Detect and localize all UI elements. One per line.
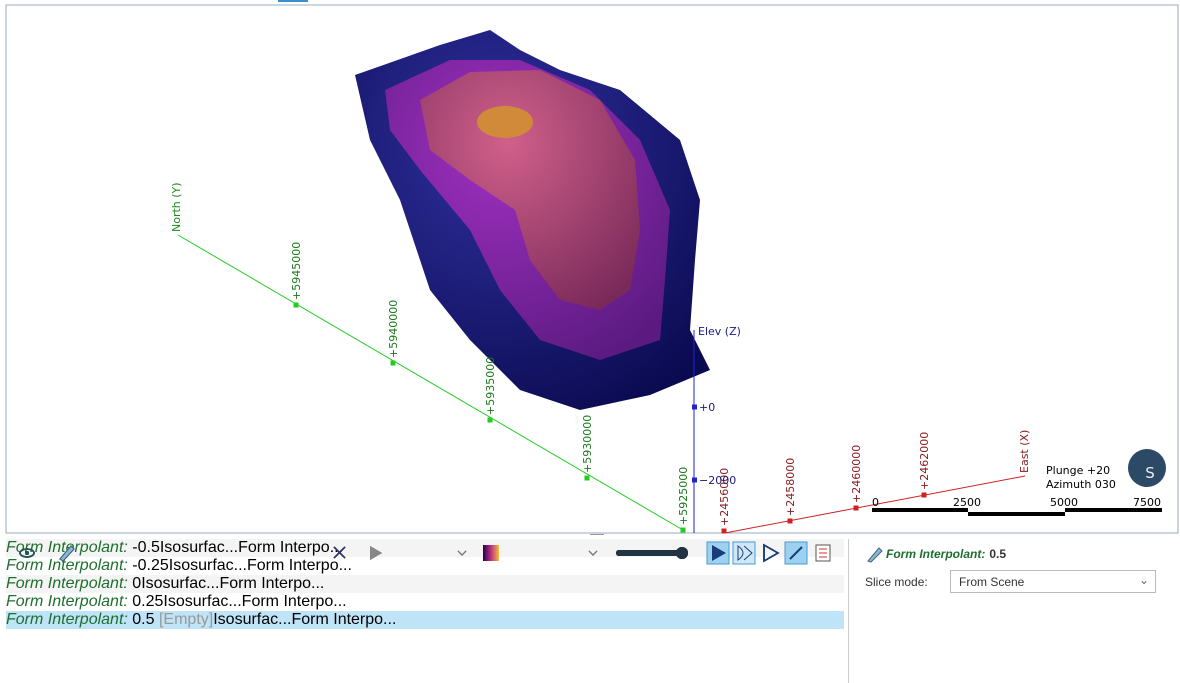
interpolant-value: -0.5 <box>132 539 160 556</box>
interpolant-label: Form Interpolant: <box>6 557 128 574</box>
object-row[interactable]: Form Interpolant: 0.25Isosurfac...Form I… <box>6 541 844 611</box>
axis-tick <box>787 518 793 524</box>
axis-tick-label: +2462000 <box>918 432 931 490</box>
row-name: Form Interpolant: 0 <box>6 575 141 592</box>
east-axis-line <box>724 475 1026 534</box>
slice-mode-value: From Scene <box>959 575 1025 589</box>
scale-bar-label: 2500 <box>953 496 981 509</box>
scene-viewport[interactable]: S Plunge +20 Azimuth 030 Elev (Z) North … <box>0 0 1180 535</box>
east-axis-label: East (X) <box>1018 430 1031 473</box>
row-name: Form Interpolant: -0.25 <box>6 557 169 574</box>
scale-bar-segment <box>968 512 1065 516</box>
axis-tick-label: +2460000 <box>850 445 863 503</box>
axis-tick <box>692 404 697 410</box>
interpolant-label: Form Interpolant: <box>6 593 128 610</box>
axis-tick <box>853 505 859 511</box>
scale-bar-segment <box>872 508 968 512</box>
surface-dropdown[interactable]: Isosurfac... <box>168 557 247 574</box>
axis-tick-label: +2456000 <box>718 468 731 526</box>
row-icons <box>19 541 831 565</box>
axis-tick <box>487 417 493 423</box>
axis-tick <box>293 302 299 308</box>
slice-mode-dropdown[interactable]: From Scene ⌄ <box>950 570 1156 593</box>
colormap-dropdown[interactable]: Form Interpo... <box>238 539 344 556</box>
tab-indicator <box>278 0 308 2</box>
axis-tick-label: +2458000 <box>784 458 797 516</box>
splitter-handle[interactable] <box>590 534 604 535</box>
isosurface-inner <box>420 70 640 310</box>
globe-letter: S <box>1145 464 1155 482</box>
interpolant-label: Form Interpolant: <box>6 539 128 556</box>
scale-bar-segment <box>1065 508 1162 512</box>
interpolant-value: 0 <box>132 575 142 592</box>
axis-tick-label: +5945000 <box>290 242 303 300</box>
axis-tick <box>680 527 686 533</box>
north-axis-label: North (Y) <box>170 182 183 232</box>
axis-tick-label: −2000 <box>699 474 736 487</box>
object-row[interactable]: Form Interpolant: 0.5 [Empty]Isosurfac..… <box>6 541 844 629</box>
axis-tick-label: +5935000 <box>484 357 497 415</box>
axis-tick-label: +0 <box>699 401 715 414</box>
isosurface-core <box>477 106 533 138</box>
axis-tick <box>692 477 697 483</box>
slice-mode-label: Slice mode: <box>865 575 928 589</box>
axis-tick-label: +5925000 <box>677 467 690 525</box>
row-name: Form Interpolant: -0.5 <box>6 539 160 556</box>
row-name: Form Interpolant: 0.25 <box>6 593 163 610</box>
plunge-text: Plunge +20 <box>1046 464 1110 477</box>
surface-dropdown[interactable]: Isosurfac... <box>213 611 292 628</box>
colormap-dropdown[interactable]: Form Interpo... <box>247 557 352 574</box>
interpolant-label: Form Interpolant: <box>6 575 128 592</box>
axis-tick <box>584 475 590 481</box>
interpolant-value: -0.25 <box>132 557 169 574</box>
colormap-dropdown[interactable]: Form Interpo... <box>241 593 347 610</box>
scale-bar-label: 5000 <box>1050 496 1078 509</box>
axis-tick <box>390 360 396 366</box>
axis-tick <box>721 528 727 534</box>
objects-list: Form Interpolant: -0.5Isosurfac...Form I… <box>6 539 844 629</box>
interpolant-icon <box>867 547 883 563</box>
azimuth-text: Azimuth 030 <box>1046 478 1116 491</box>
interpolant-value: 0.5 <box>132 611 155 628</box>
north-axis-line <box>177 234 684 531</box>
colormap-dropdown[interactable]: Form Interpo... <box>291 611 397 628</box>
axis-tick-label: +5940000 <box>387 300 400 358</box>
props-value: 0.5 <box>989 547 1007 561</box>
colormap-dropdown[interactable]: Form Interpo... <box>219 575 325 592</box>
interpolant-label: Form Interpolant: <box>6 611 128 628</box>
row-name: Form Interpolant: 0.5 [Empty] <box>6 611 213 628</box>
interpolant-value: 0.25 <box>132 593 164 610</box>
props-title: Form Interpolant: <box>886 547 986 561</box>
row-status: [Empty] <box>158 611 214 628</box>
scale-bar-label: 0 <box>872 496 879 509</box>
axis-tick-label: +5930000 <box>581 415 594 473</box>
orientation-globe[interactable] <box>1128 449 1166 487</box>
dropdown-arrow: ⌄ <box>1138 573 1149 587</box>
scale-bar-label: 7500 <box>1133 496 1161 509</box>
elev-axis-label: Elev (Z) <box>698 325 741 338</box>
axis-tick <box>921 492 927 498</box>
surface-dropdown[interactable]: Isosurfac... <box>141 575 220 592</box>
surface-dropdown[interactable]: Isosurfac... <box>163 593 242 610</box>
object-row[interactable]: Form Interpolant: 0Isosurfac...Form Inte… <box>6 541 844 593</box>
properties-panel: Form Interpolant: 0.5 Slice mode: From S… <box>848 539 1180 683</box>
surface-dropdown[interactable]: Isosurfac... <box>159 539 239 556</box>
